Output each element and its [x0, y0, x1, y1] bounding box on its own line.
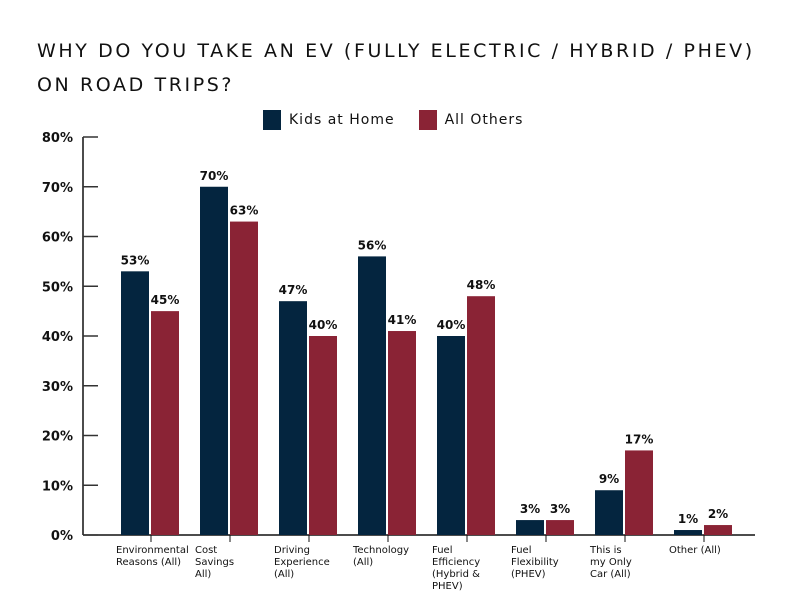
data-label: 45% — [151, 293, 180, 307]
data-label: 47% — [279, 283, 308, 297]
data-label: 3% — [550, 502, 570, 516]
x-tick-label: Technology (All) — [353, 545, 410, 568]
chart-title: WHY DO YOU TAKE AN EV (FULLY ELECTRIC / … — [37, 40, 755, 96]
y-tick-label: 0% — [51, 529, 73, 544]
data-label: 17% — [625, 432, 654, 446]
y-tick-label: 10% — [42, 479, 73, 494]
y-tick-label: 50% — [42, 280, 73, 295]
x-tick-label: This is my Only Car (All) — [590, 545, 632, 580]
bar-kids-at-home — [279, 301, 307, 535]
y-tick-label: 30% — [42, 380, 73, 395]
x-tick-label: Environmental Reasons (All) — [116, 545, 189, 568]
data-label: 48% — [467, 278, 496, 292]
legend-label: Kids at Home — [289, 112, 395, 128]
bar-all-others — [546, 520, 574, 535]
legend: Kids at Home All Others — [263, 110, 547, 130]
y-tick-label: 20% — [42, 430, 73, 445]
bar-kids-at-home — [200, 186, 228, 535]
data-label: 70% — [200, 169, 229, 183]
bar-kids-at-home — [516, 520, 544, 535]
x-tick-label: Cost Savings All) — [195, 545, 235, 580]
data-label: 63% — [230, 204, 259, 218]
x-tick-label: Driving Experience (All) — [274, 545, 330, 580]
legend-item-all-others: All Others — [418, 110, 524, 130]
y-tick-label: 80% — [42, 131, 73, 146]
data-label: 3% — [520, 502, 540, 516]
x-tick-label: Fuel Flexibility (PHEV) — [511, 545, 559, 580]
bar-kids-at-home — [358, 256, 386, 535]
bar-all-others — [309, 336, 337, 535]
legend-swatch — [263, 110, 281, 130]
data-label: 56% — [358, 238, 387, 252]
bar-all-others — [230, 221, 258, 535]
bar-all-others — [625, 450, 653, 535]
bar-kids-at-home — [437, 336, 465, 535]
y-tick-label: 70% — [42, 181, 73, 196]
bar-kids-at-home — [121, 271, 149, 535]
legend-label: All Others — [444, 112, 524, 128]
y-tick-label: 60% — [42, 231, 73, 246]
data-label: 2% — [708, 507, 728, 521]
bar-kids-at-home — [674, 530, 702, 535]
bar-all-others — [388, 331, 416, 535]
x-tick-label: Fuel Efficiency (Hybrid & PHEV) — [432, 545, 481, 592]
bar-all-others — [704, 525, 732, 535]
y-tick-label: 40% — [42, 330, 73, 345]
data-label: 40% — [437, 318, 466, 332]
data-label: 1% — [678, 512, 698, 526]
data-label: 41% — [388, 313, 417, 327]
bar-kids-at-home — [595, 490, 623, 535]
data-label: 53% — [121, 253, 150, 267]
bar-all-others — [467, 296, 495, 535]
data-label: 40% — [309, 318, 338, 332]
x-tick-label: Other (All) — [669, 545, 721, 556]
legend-item-kids-at-home: Kids at Home — [263, 110, 395, 130]
data-label: 9% — [599, 472, 619, 486]
bar-all-others — [151, 311, 179, 535]
legend-swatch — [418, 110, 437, 130]
